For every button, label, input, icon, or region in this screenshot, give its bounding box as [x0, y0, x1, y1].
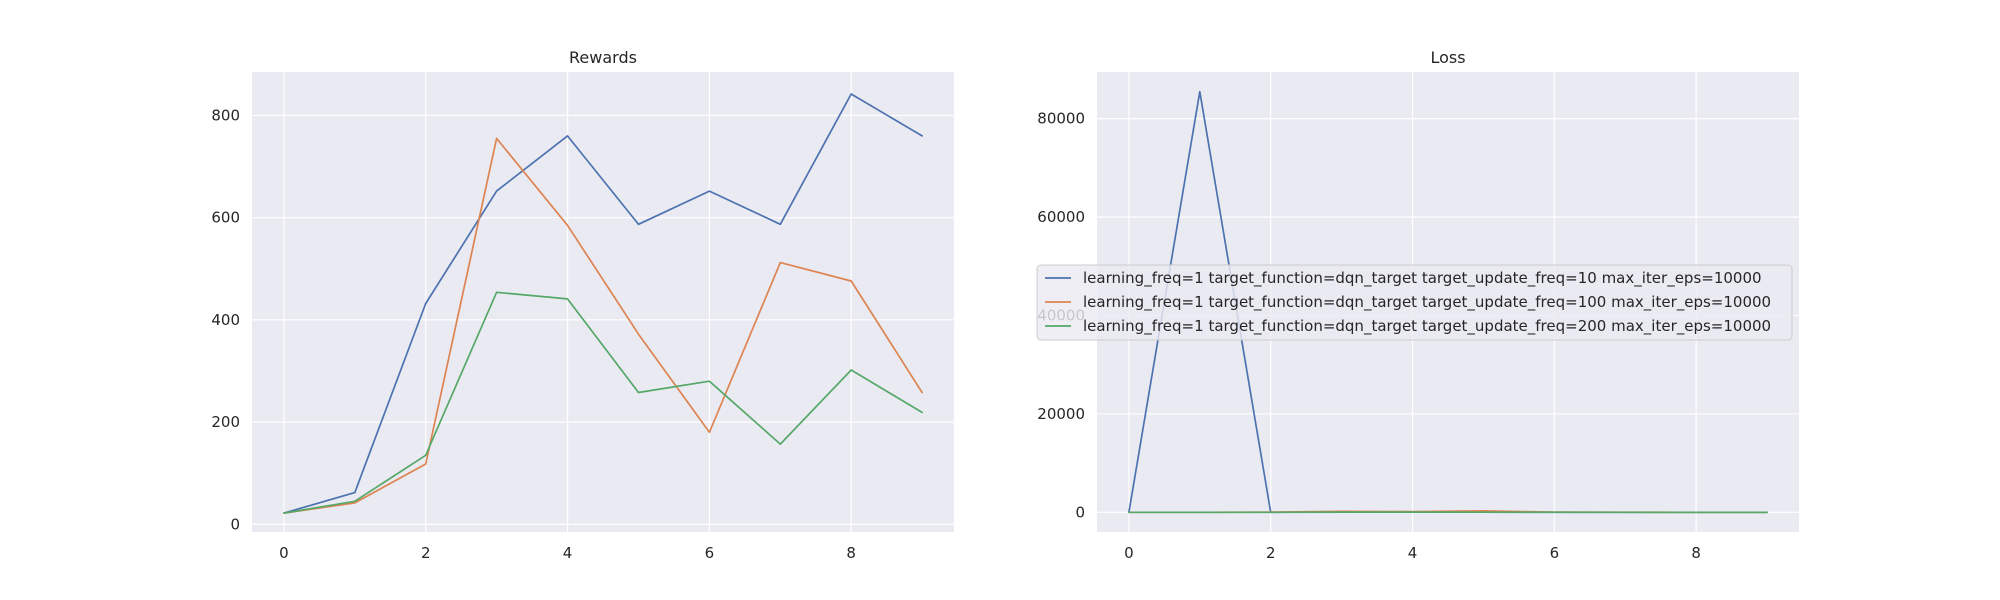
legend-label: learning_freq=1 target_function=dqn_targ… [1083, 269, 1762, 288]
y-tick-label: 80000 [1037, 110, 1085, 128]
x-tick-label: 0 [1124, 544, 1134, 562]
legend-label: learning_freq=1 target_function=dqn_targ… [1083, 317, 1771, 336]
y-tick-label: 400 [211, 311, 240, 329]
x-tick-label: 6 [705, 544, 715, 562]
x-tick-label: 8 [1691, 544, 1701, 562]
legend-label: learning_freq=1 target_function=dqn_targ… [1083, 293, 1771, 312]
x-tick-label: 6 [1550, 544, 1560, 562]
loss-chart: 02468020000400006000080000Losslearning_f… [1036, 48, 1799, 562]
x-tick-label: 2 [1266, 544, 1276, 562]
series-line-2 [283, 137, 923, 514]
y-tick-label: 0 [230, 515, 240, 533]
chart-title: Loss [1430, 48, 1465, 67]
legend: learning_freq=1 target_function=dqn_targ… [1036, 264, 1793, 341]
x-tick-label: 4 [1408, 544, 1418, 562]
y-tick-label: 200 [211, 413, 240, 431]
series-line-3 [283, 291, 923, 514]
rewards-chart: 0 2 4 6 8 0 200 400 600 800 Rewards [211, 48, 954, 562]
y-tick-label: 0 [1075, 503, 1085, 521]
y-tick-label: 600 [211, 209, 240, 227]
y-tick-label: 800 [211, 106, 240, 124]
y-tick-label: 60000 [1037, 208, 1085, 226]
x-tick-label: 4 [563, 544, 573, 562]
x-tick-label: 0 [279, 544, 289, 562]
x-tick-label: 2 [421, 544, 431, 562]
chart-title: Rewards [569, 48, 637, 67]
series-line-1 [283, 93, 923, 514]
x-tick-label: 8 [846, 544, 856, 562]
plot-area [252, 72, 954, 532]
legend-box [1036, 264, 1793, 341]
y-tick-label: 20000 [1037, 405, 1085, 423]
